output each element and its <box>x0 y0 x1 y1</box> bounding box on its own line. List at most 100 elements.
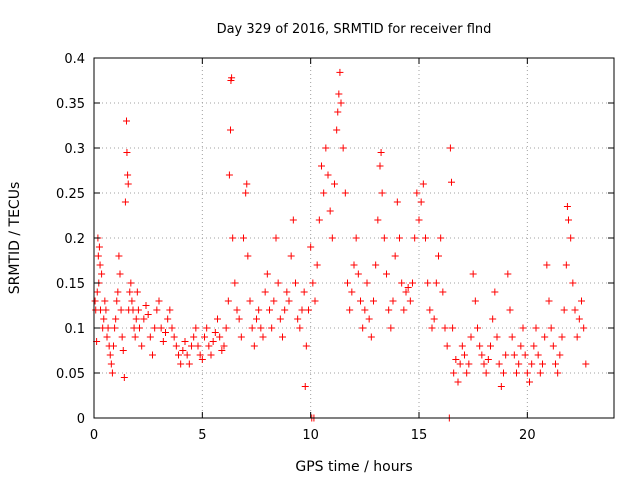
data-point <box>582 360 590 368</box>
data-point <box>207 351 215 359</box>
data-point <box>454 378 462 386</box>
data-point <box>497 383 505 390</box>
y-tick-label: 0 <box>77 412 85 427</box>
data-point <box>426 306 434 314</box>
data-point <box>255 306 263 314</box>
data-point <box>324 171 332 179</box>
data-point <box>294 315 302 323</box>
data-point <box>508 333 516 341</box>
data-point <box>450 369 458 377</box>
data-point <box>112 315 120 323</box>
data-point <box>313 261 321 269</box>
data-point <box>121 198 129 206</box>
y-tick-label: 0.3 <box>64 142 85 157</box>
data-point <box>235 315 243 323</box>
data-point <box>469 270 477 278</box>
data-point <box>172 342 180 350</box>
data-point <box>367 333 375 341</box>
data-point <box>365 315 373 323</box>
data-point <box>536 369 544 377</box>
data-point <box>240 234 247 242</box>
data-point <box>136 324 143 332</box>
data-point <box>526 378 533 386</box>
data-point <box>94 252 102 260</box>
data-point <box>218 347 226 354</box>
y-tick-label: 0.25 <box>56 187 85 202</box>
data-point <box>521 351 529 359</box>
data-point <box>344 279 351 287</box>
data-point <box>575 315 583 323</box>
data-point <box>562 261 570 269</box>
data-point <box>534 351 542 359</box>
x-tick-label: 5 <box>198 428 206 443</box>
data-point <box>428 324 436 332</box>
data-point <box>115 252 123 260</box>
data-point <box>268 324 276 332</box>
data-point <box>104 324 112 332</box>
data-point <box>142 302 150 309</box>
data-point <box>402 288 410 296</box>
data-point <box>543 261 551 269</box>
data-point <box>415 216 423 224</box>
data-point <box>257 324 265 332</box>
data-point <box>502 351 510 359</box>
data-point <box>222 324 230 332</box>
data-point <box>159 338 167 345</box>
data-point <box>484 356 492 363</box>
data-point <box>183 351 191 359</box>
data-point <box>118 333 126 341</box>
data-point <box>510 351 518 359</box>
data-point <box>478 351 486 359</box>
data-point <box>430 315 438 323</box>
data-point <box>229 234 237 242</box>
data-point <box>205 342 213 350</box>
data-point <box>326 207 334 215</box>
data-point <box>170 333 178 341</box>
data-point <box>422 234 429 242</box>
data-point <box>424 279 432 287</box>
data-point <box>396 234 403 242</box>
data-point <box>126 288 134 296</box>
data-point <box>146 333 154 341</box>
data-point <box>341 189 349 197</box>
data-point <box>281 306 289 314</box>
data-point <box>357 297 364 305</box>
data-point <box>203 324 211 332</box>
data-point <box>214 315 221 323</box>
data-point <box>334 108 342 116</box>
data-point <box>480 360 488 368</box>
data-point <box>266 306 273 314</box>
data-point <box>309 279 317 287</box>
data-point <box>220 342 228 350</box>
x-tick-label: 15 <box>411 428 428 443</box>
data-point <box>108 369 116 377</box>
data-point <box>491 288 499 296</box>
data-point <box>432 279 440 287</box>
data-point <box>495 360 503 368</box>
data-point <box>446 144 454 152</box>
data-point <box>547 324 555 332</box>
x-tick-label: 10 <box>302 428 319 443</box>
data-point <box>198 356 206 363</box>
data-point <box>449 324 457 332</box>
data-point <box>487 342 494 350</box>
data-point <box>363 279 371 287</box>
data-point <box>482 369 490 377</box>
data-point <box>194 342 202 350</box>
data-point <box>339 144 347 152</box>
data-point <box>413 189 421 197</box>
data-point <box>443 342 451 350</box>
data-point <box>377 149 385 156</box>
data-point <box>476 342 484 350</box>
data-point <box>333 126 341 134</box>
data-point <box>259 333 267 341</box>
data-point <box>578 297 585 305</box>
data-point <box>380 234 388 242</box>
data-point <box>500 369 507 377</box>
data-point <box>100 315 108 323</box>
data-point <box>283 288 291 296</box>
data-point <box>461 351 468 359</box>
data-point <box>119 347 127 354</box>
data-point <box>111 324 119 332</box>
data-point <box>441 324 449 332</box>
